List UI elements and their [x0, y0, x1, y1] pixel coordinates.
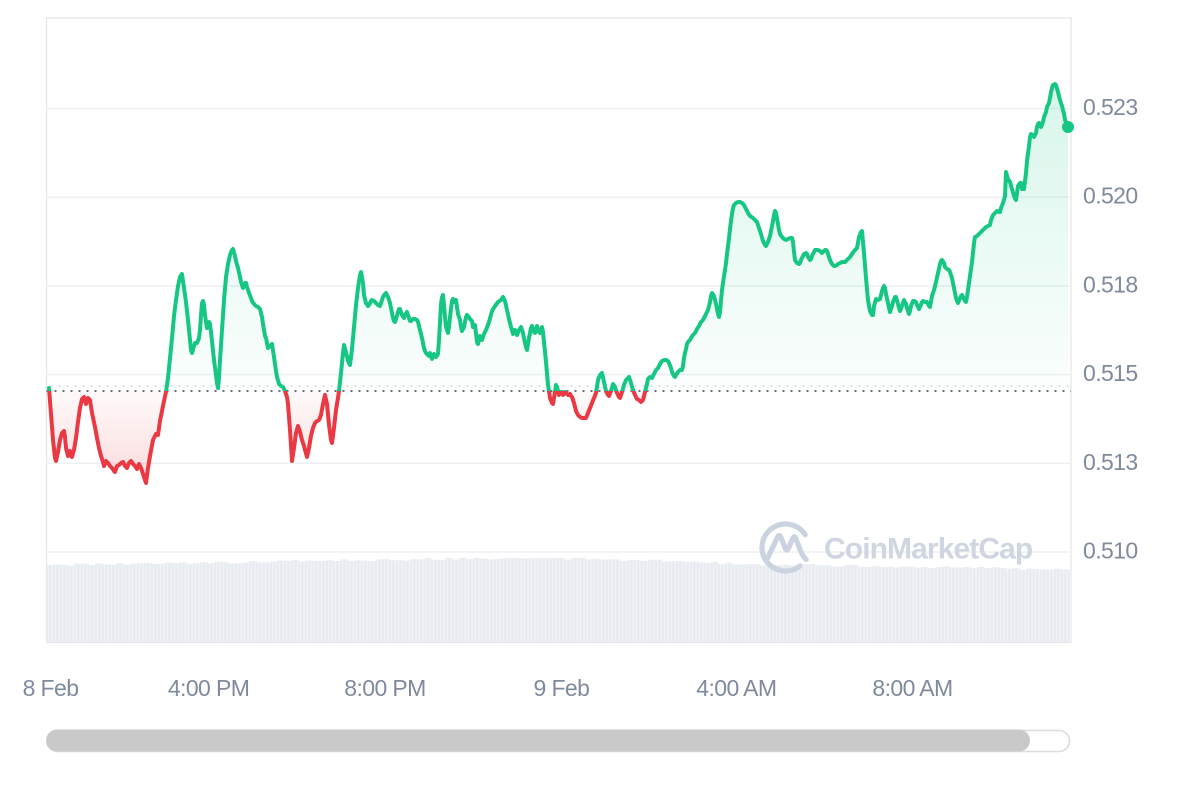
svg-text:0.523: 0.523: [1083, 94, 1138, 120]
svg-text:8:00 AM: 8:00 AM: [872, 675, 952, 701]
svg-text:0.513: 0.513: [1083, 449, 1138, 475]
svg-text:4:00 PM: 4:00 PM: [168, 675, 249, 701]
svg-text:8 Feb: 8 Feb: [23, 675, 79, 701]
svg-text:0.515: 0.515: [1083, 360, 1138, 386]
svg-text:CoinMarketCap: CoinMarketCap: [824, 533, 1033, 566]
svg-text:9 Feb: 9 Feb: [533, 675, 589, 701]
svg-text:0.520: 0.520: [1083, 183, 1138, 209]
svg-text:0.518: 0.518: [1083, 271, 1138, 297]
svg-text:4:00 AM: 4:00 AM: [696, 675, 776, 701]
svg-text:0.510: 0.510: [1083, 538, 1138, 564]
svg-text:8:00 PM: 8:00 PM: [344, 675, 425, 701]
